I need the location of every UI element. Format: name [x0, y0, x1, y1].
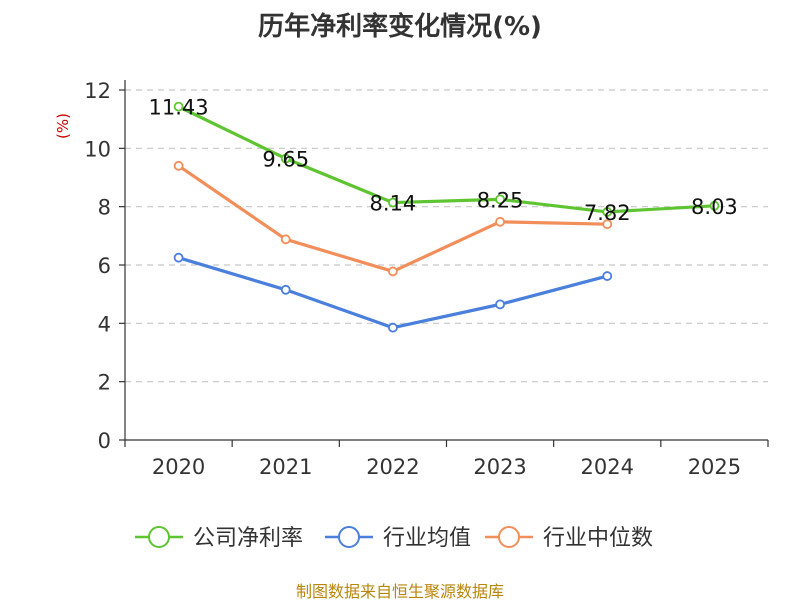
data-point [280, 284, 291, 295]
y-axis-label: (%) [54, 113, 72, 139]
data-point [602, 271, 613, 281]
data-point [280, 153, 291, 164]
legend-marker [498, 526, 520, 548]
data-point [388, 266, 398, 277]
y-tick-label: 6 [98, 254, 111, 278]
chart-title: 历年净利率变化情况(%) [258, 12, 542, 42]
series-line [177, 105, 715, 214]
y-tick-label: 10 [84, 137, 111, 161]
data-label: 8.25 [477, 188, 524, 212]
data-point [173, 252, 184, 263]
data-label: 8.03 [691, 195, 738, 219]
data-label: 9.65 [262, 148, 309, 172]
x-tick-label: 2025 [688, 455, 741, 479]
data-label: 7.82 [584, 201, 631, 225]
data-point [709, 200, 720, 211]
x-tick-label: 2023 [473, 455, 526, 479]
legend-label: 行业中位数 [543, 526, 653, 551]
x-tick-label: 2021 [259, 455, 312, 479]
x-tick-label: 2020 [152, 455, 205, 479]
y-tick-label: 0 [98, 429, 111, 453]
data-label: 11.43 [149, 96, 209, 120]
y-tick-label: 8 [98, 196, 111, 220]
data-source-note: 制图数据来自恒生聚源数据库 [295, 582, 504, 601]
legend-label: 行业均值 [383, 526, 471, 551]
data-point [495, 194, 505, 205]
data-point [173, 160, 184, 171]
legend-marker [338, 526, 360, 548]
y-tick-label: 2 [98, 371, 111, 395]
data-label: 8.14 [370, 192, 417, 216]
data-point [495, 216, 505, 227]
series-line [177, 164, 608, 274]
data-point [173, 101, 184, 112]
x-tick-label: 2022 [366, 455, 419, 479]
legend-marker [148, 526, 170, 548]
data-point [495, 299, 505, 310]
data-point [388, 197, 398, 208]
data-point [602, 219, 613, 230]
y-tick-label: 12 [84, 79, 111, 103]
x-tick-label: 2024 [581, 455, 634, 479]
y-tick-label: 4 [98, 312, 111, 336]
legend-label: 公司净利率 [193, 526, 303, 551]
data-point [280, 234, 291, 245]
data-point [602, 207, 613, 217]
data-point [388, 322, 398, 333]
